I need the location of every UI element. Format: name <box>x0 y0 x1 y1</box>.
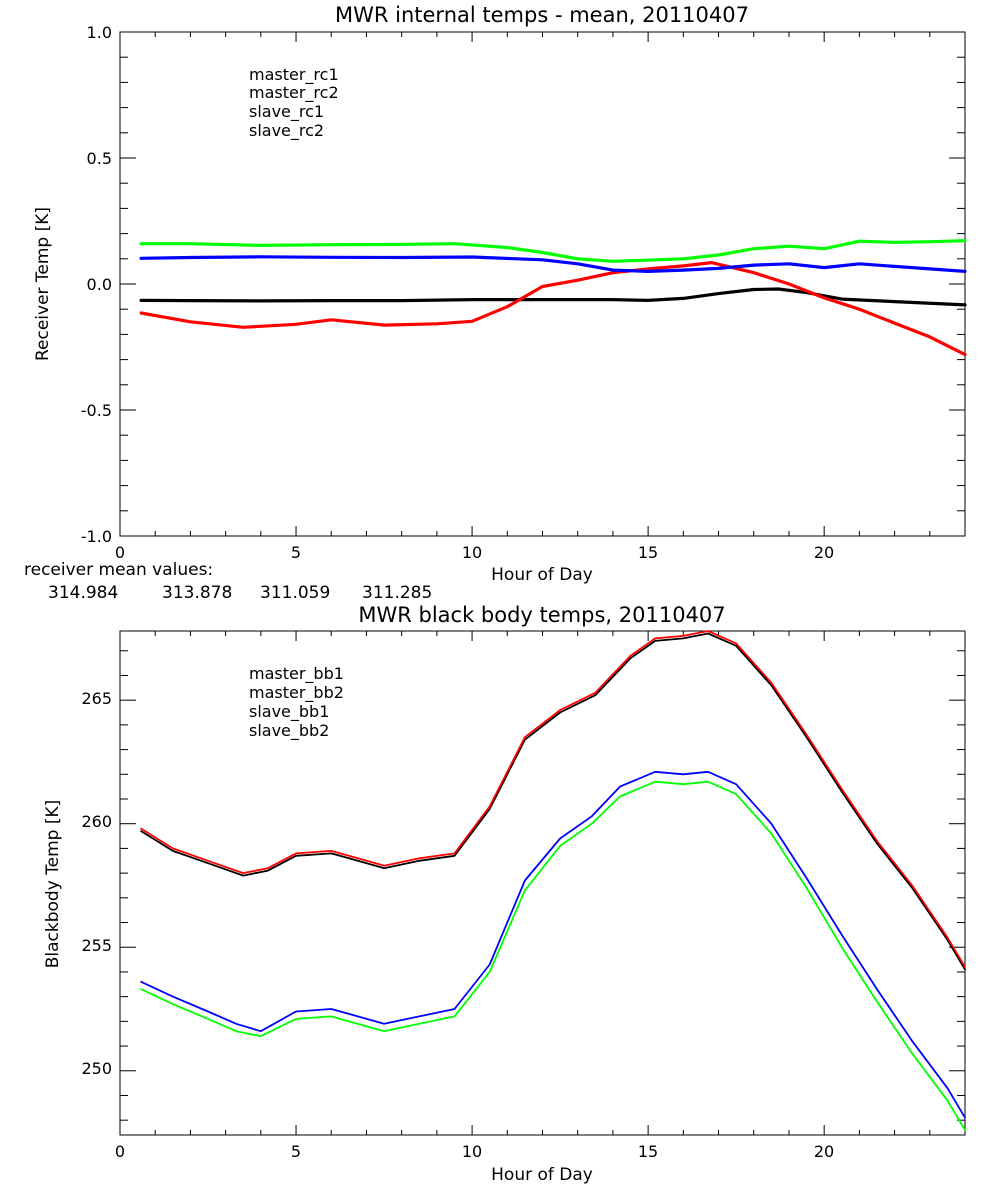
legend-entry-slave-rc2: slave_rc2 <box>249 121 324 141</box>
y-tick-labels: -1.0 -0.5 0.0 0.5 1.0 <box>81 23 112 546</box>
mean-value-slave-rc2: 311.285 <box>362 583 432 603</box>
series-line-master-rc2 <box>139 261 967 357</box>
series-line-slave-bb1 <box>140 770 966 1119</box>
chart-receiver-temps: MWR internal temps - mean, 20110407 0 5 … <box>33 3 967 585</box>
x-tick-label: 10 <box>462 543 482 562</box>
axis-ticks <box>119 31 966 537</box>
x-tick-label: 5 <box>291 1142 301 1161</box>
x-tick-label: 5 <box>291 543 301 562</box>
x-axis-label: Hour of Day <box>491 1165 593 1185</box>
y-tick-labels: 250 255 260 265 <box>81 689 112 1078</box>
mean-value-master-rc1: 314.984 <box>48 583 118 603</box>
x-tick-label: 0 <box>115 543 125 562</box>
receiver-mean-values: receiver mean values: 314.984 313.878 31… <box>24 560 432 603</box>
series-lines <box>140 630 966 1131</box>
y-tick-label: 260 <box>81 812 112 831</box>
legend-entry-master-bb2: master_bb2 <box>249 683 344 703</box>
y-tick-label: -0.5 <box>81 401 112 420</box>
series-lines <box>139 239 967 357</box>
y-tick-label: 0.0 <box>87 275 112 294</box>
y-axis-label: Receiver Temp [K] <box>33 207 53 361</box>
series-line-master-bb2 <box>140 630 966 968</box>
axis-ticks <box>119 631 966 1135</box>
x-tick-label: 15 <box>638 1142 658 1161</box>
series-line-slave-rc1 <box>139 255 967 273</box>
x-axis-label: Hour of Day <box>491 565 593 585</box>
plot-frame <box>119 630 966 1136</box>
x-tick-label: 20 <box>814 543 834 562</box>
mean-values-label: receiver mean values: <box>24 560 213 580</box>
y-tick-label: 1.0 <box>87 23 112 42</box>
legend: master_bb1 master_bb2 slave_bb1 slave_bb… <box>249 664 344 741</box>
x-tick-labels: 0 5 10 15 20 <box>115 543 834 562</box>
y-tick-label: 255 <box>81 936 112 955</box>
mean-value-slave-rc1: 311.059 <box>260 583 330 603</box>
chart-title: MWR black body temps, 20110407 <box>358 603 725 627</box>
legend-entry-master-rc2: master_rc2 <box>249 83 339 103</box>
legend-entry-master-bb1: master_bb1 <box>249 664 344 684</box>
x-tick-label: 20 <box>814 1142 834 1161</box>
mean-value-master-rc2: 313.878 <box>162 583 232 603</box>
legend-entry-slave-bb2: slave_bb2 <box>249 721 329 741</box>
legend: master_rc1 master_rc2 slave_rc1 slave_rc… <box>249 65 339 141</box>
series-line-slave-bb2 <box>140 780 966 1131</box>
y-axis-label: Blackbody Temp [K] <box>43 800 63 969</box>
y-tick-label: 265 <box>81 689 112 708</box>
x-tick-labels: 0 5 10 15 20 <box>115 1142 834 1161</box>
legend-entry-master-rc1: master_rc1 <box>249 65 339 85</box>
legend-entry-slave-bb1: slave_bb1 <box>249 702 329 722</box>
series-line-slave-rc2 <box>139 239 967 263</box>
legend-entry-slave-rc1: slave_rc1 <box>249 102 324 122</box>
series-line-master-bb1 <box>140 632 966 971</box>
x-tick-label: 15 <box>638 543 658 562</box>
chart-title: MWR internal temps - mean, 20110407 <box>335 3 749 27</box>
y-tick-label: 0.5 <box>87 149 112 168</box>
x-tick-label: 0 <box>115 1142 125 1161</box>
chart-blackbody-temps: MWR black body temps, 20110407 0 5 10 15… <box>43 603 966 1185</box>
y-tick-label: 250 <box>81 1059 112 1078</box>
plot-frame <box>119 31 966 537</box>
y-tick-label: -1.0 <box>81 527 112 546</box>
x-tick-label: 10 <box>462 1142 482 1161</box>
